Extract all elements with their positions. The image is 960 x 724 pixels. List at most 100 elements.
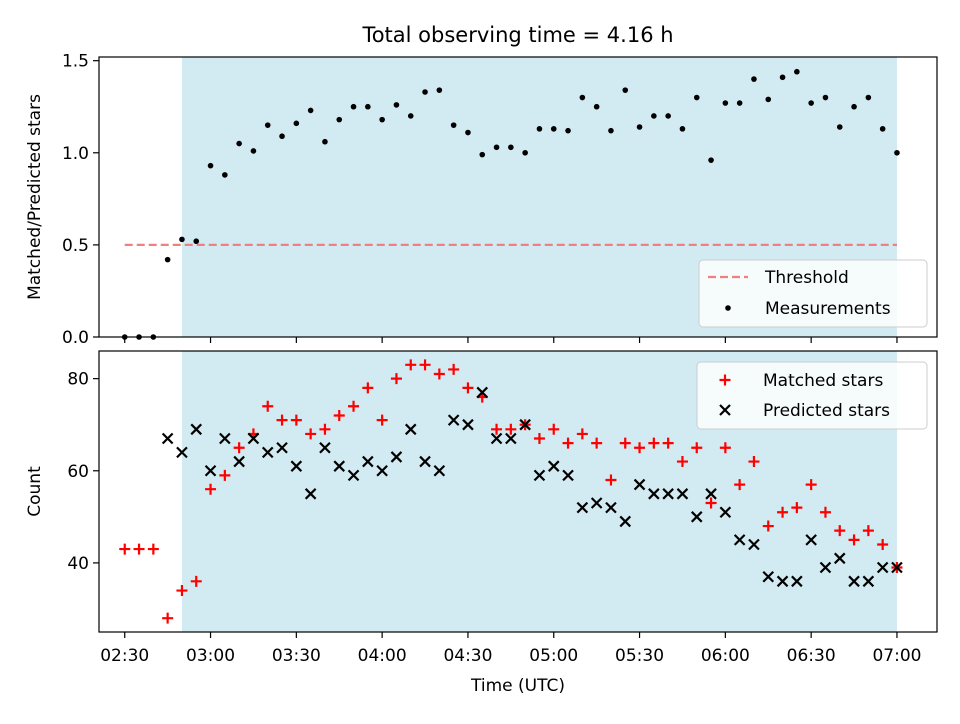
bottom-y-tick-label: 60 [67,462,89,482]
matched-star-marker [219,469,231,481]
legend-box [698,259,928,328]
matched-star-marker [491,423,503,435]
predicted-star-marker [562,469,574,482]
measurement-point [422,89,428,95]
predicted-star-marker [876,561,889,574]
measurement-point [279,133,285,140]
matched-star-marker [862,525,874,537]
measurement-point [894,149,900,156]
legend-matched-swatch [719,374,731,386]
measurement-point [393,102,400,108]
predicted-star-marker [404,423,417,436]
predicted-star-marker [419,455,431,468]
predicted-star-marker [519,418,531,431]
matched-star-marker [290,414,302,426]
matched-star-marker [662,437,674,449]
predicted-star-marker [733,534,746,546]
predicted-star-marker [776,575,789,588]
measurement-point [651,113,657,119]
predicted-star-marker [762,570,775,583]
predicted-star-marker [547,460,560,472]
matched-star-marker [333,409,345,421]
matched-star-marker [548,423,560,435]
matched-star-marker [576,428,588,440]
predicted-star-marker [791,575,803,588]
measurement-point [708,157,714,163]
bottom-axes-frame [98,350,938,633]
legend-matched-label: Matched stars [763,371,883,391]
measurement-point [236,140,242,147]
matched-star-marker [319,423,331,435]
matched-star-marker [676,456,688,468]
predicted-star-marker [705,488,717,500]
matched-star-marker [848,534,860,546]
matched-star-marker [648,437,660,449]
measurement-point [365,103,371,110]
legend-threshold-label: Threshold [764,268,849,288]
measurement-point [636,124,643,130]
measurement-point [536,126,543,132]
top-panel: 0.0 0.5 1.0 1.5 Matched/Predicted stars Thres… [25,52,938,348]
bottom-panel: 40 60 80 02:30 03:00 03:30 04:00 04:30 05:00 05:3… [25,350,938,666]
measurement-point [207,162,214,169]
matched-star-marker [619,437,631,449]
top-y-axis-label: Matched/Predicted stars [25,94,45,300]
x-tick-label: 03:30 [272,646,321,666]
top-y-tick-label: 0.5 [62,236,89,256]
measurement-point [450,122,457,128]
measurement-point [822,94,829,101]
predicted-star-marker [462,418,474,431]
legend-measurement-swatch [725,305,731,311]
matched-star-marker [748,456,760,468]
legend-predicted-swatch [719,404,731,416]
matched-star-marker [805,479,817,491]
chart-title: Total observing time = 4.16 h [361,23,673,47]
matched-star-marker [605,474,617,486]
matched-star-marker [419,359,431,371]
measurement-point [307,107,314,114]
matched-star-marker [205,483,217,495]
measurement-point [479,151,486,158]
measurement-point [322,138,328,145]
predicted-star-marker [648,488,660,500]
measurement-point [179,236,185,243]
measurement-point [865,94,872,101]
measurement-point [765,96,772,103]
predicted-star-marker [219,432,231,445]
measurement-point [379,116,385,123]
predicted-star-marker [619,515,632,528]
measurement-point [336,116,343,123]
predicted-star-marker [805,534,817,546]
measurement-point [522,149,528,156]
predicted-star-marker [590,497,603,509]
matched-star-marker [233,442,245,454]
matched-star-marker [777,506,789,518]
measurement-point [222,172,228,178]
predicted-star-marker [276,441,288,454]
predicted-star-marker [505,432,517,445]
top-y-tick-label: 1.5 [62,52,89,72]
measurement-point [751,76,757,82]
matched-star-marker [190,575,202,587]
measurement-point [622,87,629,93]
matched-star-marker [462,382,474,394]
predicted-star-marker [362,455,374,468]
matched-star-marker [762,520,774,532]
bottom-y-tick-label: 40 [67,554,89,574]
x-tick-label: 03:00 [186,646,235,666]
matched-star-marker [719,442,731,454]
measurement-point [851,103,857,110]
matched-star-marker [691,442,703,454]
predicted-star-marker [347,469,360,482]
bottom-legend: Matched stars Predicted stars [696,361,928,430]
predicted-star-marker [376,464,388,477]
matched-star-marker [348,400,360,412]
x-tick-label: 04:30 [443,646,492,666]
matched-star-marker [262,400,274,412]
predicted-star-marker [748,538,760,551]
measurement-point [808,100,814,106]
predicted-star-marker [476,386,489,399]
top-legend: Threshold Measurements [698,259,928,328]
measurement-point [436,87,443,93]
